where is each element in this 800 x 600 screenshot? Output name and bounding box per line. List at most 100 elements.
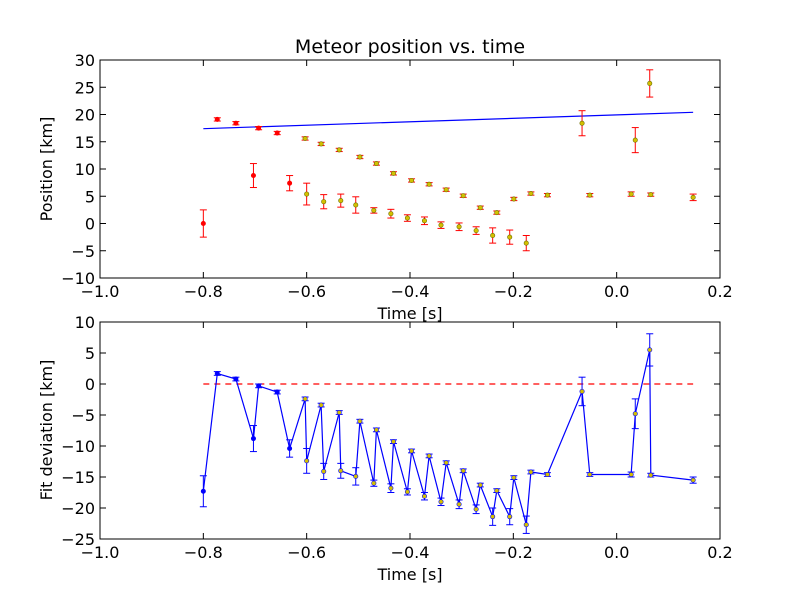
deviation-y-tick-label: −25 — [61, 530, 95, 549]
data-point — [404, 489, 410, 495]
deviation-x-tick-label: −0.6 — [287, 543, 326, 562]
position-y-tick-label: 5 — [85, 187, 95, 206]
data-point — [494, 210, 500, 216]
fit-line — [203, 111, 694, 130]
deviation-axes-frame — [99, 321, 721, 540]
data-point — [200, 488, 206, 494]
data-point — [528, 191, 534, 197]
data-point — [494, 488, 500, 494]
position-x-tick-label: 0.2 — [707, 282, 732, 301]
data-point — [456, 501, 462, 507]
data-point — [544, 192, 550, 198]
data-point — [318, 141, 324, 147]
data-point — [528, 469, 534, 475]
data-point — [373, 427, 379, 433]
data-point — [302, 135, 308, 141]
data-point — [274, 130, 280, 136]
position-y-tick-label: 20 — [75, 106, 95, 125]
chart-title: Meteor position vs. time — [295, 36, 525, 58]
data-point — [426, 453, 432, 459]
data-point — [409, 448, 415, 454]
deviation-y-tick-label: −10 — [61, 437, 95, 456]
data-point — [490, 514, 496, 520]
data-point — [274, 389, 280, 395]
data-point — [628, 191, 634, 197]
data-point — [690, 194, 696, 200]
data-point — [511, 196, 517, 202]
position-y-tick-label: −5 — [71, 242, 95, 261]
data-point — [357, 154, 363, 160]
data-point — [371, 207, 377, 213]
data-point — [443, 460, 449, 466]
data-point — [404, 215, 410, 221]
deviation-x-tick-label: 0.0 — [604, 543, 629, 562]
deviation-plot-area — [199, 333, 697, 534]
data-point — [473, 228, 479, 234]
data-point — [477, 205, 483, 211]
deviation-y-tick-label: −20 — [61, 499, 95, 518]
position-y-tick-label: 10 — [75, 160, 95, 179]
data-point — [523, 240, 529, 246]
position-ticks: −1.0 −0.8 −0.6 −0.4 −0.2 0.0 0.2 −10 −5 0 5 10 15 20 2… — [61, 51, 732, 301]
data-point — [477, 482, 483, 488]
data-point — [388, 485, 394, 491]
deviation-y-tick-label: 5 — [85, 344, 95, 363]
position-axes-frame — [99, 59, 721, 279]
data-point — [632, 137, 638, 143]
data-point — [456, 224, 462, 230]
data-point — [460, 193, 466, 199]
position-y-tick-label: 30 — [75, 51, 95, 70]
deviation-panel: −1.0 −0.8 −0.6 −0.4 −0.2 0.0 0.2 −25 −20 −15 −10 −5… — [37, 313, 733, 584]
data-point — [388, 211, 394, 217]
deviation-x-tick-label: 0.2 — [707, 543, 732, 562]
data-point — [214, 116, 220, 122]
data-point — [390, 170, 396, 176]
position-y-tick-label: −10 — [61, 269, 95, 288]
data-point — [421, 218, 427, 224]
data-point — [426, 181, 432, 187]
data-point — [371, 480, 377, 486]
data-point — [523, 522, 529, 528]
data-point — [507, 514, 513, 520]
data-point — [390, 439, 396, 445]
data-point — [632, 411, 638, 417]
data-point — [647, 80, 653, 86]
data-point — [648, 472, 654, 478]
data-point — [302, 396, 308, 402]
data-point — [250, 436, 256, 442]
data-point — [690, 477, 696, 483]
position-y-tick-label: 0 — [85, 215, 95, 234]
position-y-axis-label: Position [km] — [37, 117, 56, 222]
deviation-y-tick-label: −15 — [61, 468, 95, 487]
deviation-y-tick-label: 10 — [75, 313, 95, 332]
deviation-x-axis-label: Time [s] — [376, 565, 442, 584]
data-point — [460, 468, 466, 474]
data-point — [256, 125, 262, 131]
position-y-tick-label: 25 — [75, 78, 95, 97]
data-point — [338, 198, 344, 204]
position-x-axis-label: Time [s] — [376, 304, 442, 323]
data-point — [250, 173, 256, 179]
deviation-y-tick-label: 0 — [85, 375, 95, 394]
deviation-line — [202, 349, 694, 525]
deviation-ticks: −1.0 −0.8 −0.6 −0.4 −0.2 0.0 0.2 −25 −20 −15 −10 −5… — [61, 313, 732, 562]
position-x-tick-label: −0.4 — [391, 282, 430, 301]
data-point — [304, 458, 310, 464]
data-point — [200, 221, 206, 227]
data-point — [321, 199, 327, 205]
position-x-tick-label: −0.6 — [287, 282, 326, 301]
data-point — [421, 493, 427, 499]
data-point — [353, 202, 359, 208]
deviation-x-tick-label: −0.4 — [391, 543, 430, 562]
data-point — [321, 468, 327, 474]
data-point — [507, 234, 513, 240]
position-x-tick-label: −0.2 — [494, 282, 533, 301]
deviation-x-tick-label: −0.2 — [494, 543, 533, 562]
data-point — [336, 147, 342, 153]
data-point — [357, 418, 363, 424]
data-point — [318, 402, 324, 408]
deviation-x-tick-label: −0.8 — [184, 543, 223, 562]
data-point — [353, 473, 359, 479]
data-point — [287, 180, 293, 186]
